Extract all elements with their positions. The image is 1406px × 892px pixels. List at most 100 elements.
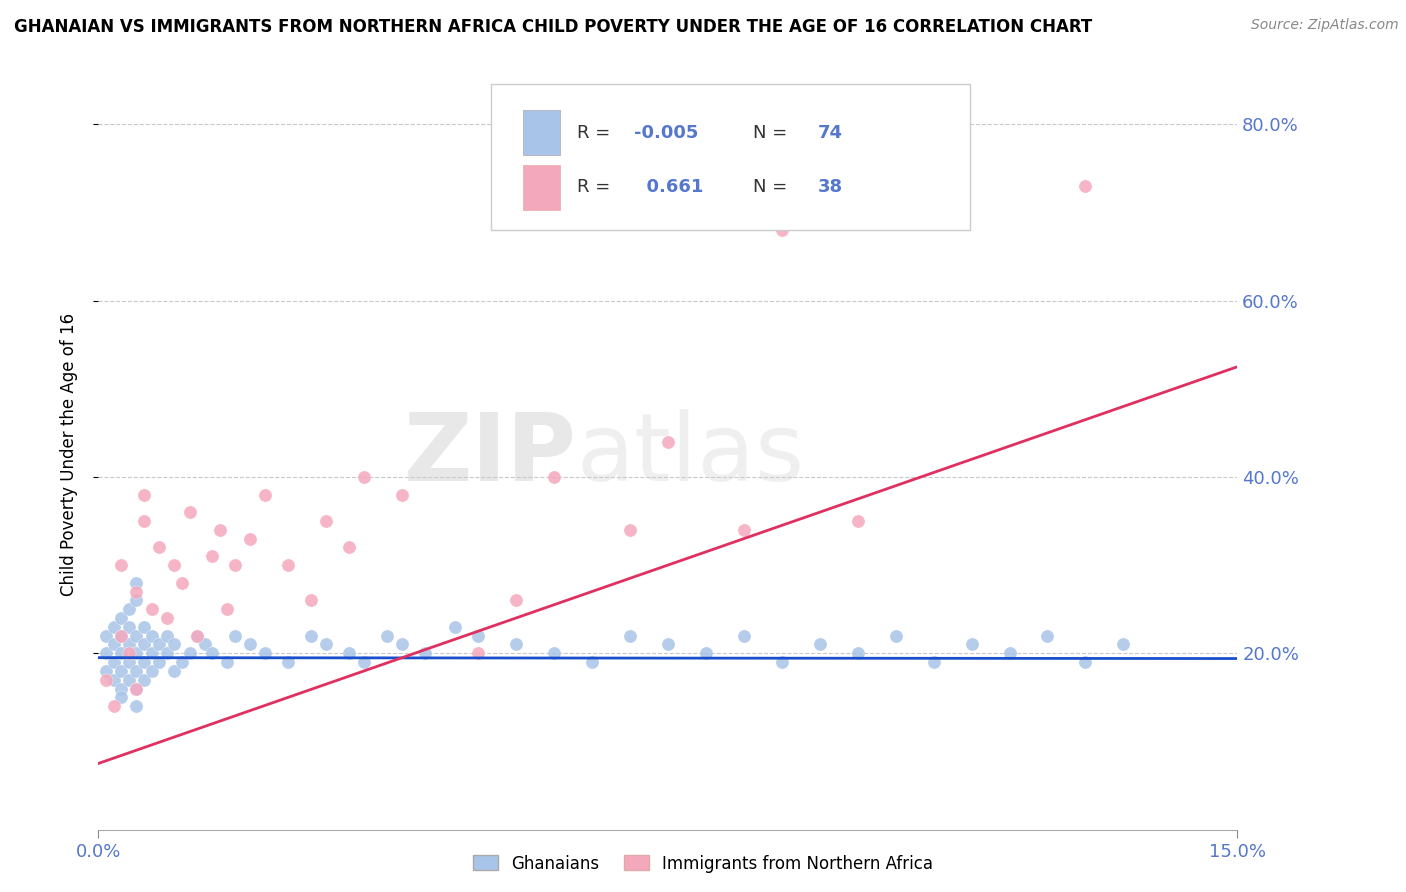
Point [224,629,246,643]
Point [125,699,148,714]
Point [141,629,163,643]
Point [103,620,125,634]
Point [846,514,869,528]
Point [353,470,375,484]
Point [103,699,125,714]
Text: atlas: atlas [576,409,806,501]
Point [125,681,148,696]
Point [125,664,148,678]
Point [110,629,132,643]
Text: -0.005: -0.005 [634,124,697,142]
Point [103,655,125,669]
Point [922,655,945,669]
Point [254,487,277,501]
Point [299,593,322,607]
Point [194,637,217,651]
Point [998,646,1021,660]
Point [94,673,117,687]
Point [960,637,983,651]
Point [125,575,148,590]
Point [118,637,141,651]
Point [103,673,125,687]
Point [132,673,155,687]
Point [695,646,717,660]
Point [413,646,436,660]
Point [163,558,186,573]
Point [118,673,141,687]
Text: 38: 38 [818,178,844,196]
Point [118,655,141,669]
Point [132,620,155,634]
Point [179,505,201,519]
Point [581,655,603,669]
Point [770,655,793,669]
Point [132,487,155,501]
Point [884,629,907,643]
Point [118,646,141,660]
Point [94,646,117,660]
Text: ZIP: ZIP [404,409,576,501]
Point [543,646,565,660]
Legend: Ghanaians, Immigrants from Northern Africa: Ghanaians, Immigrants from Northern Afri… [465,848,941,880]
FancyBboxPatch shape [523,111,560,155]
Point [125,593,148,607]
Point [337,541,360,555]
Point [103,637,125,651]
Point [110,690,132,705]
Point [353,655,375,669]
Point [132,637,155,651]
Text: R =: R = [576,124,616,142]
Point [505,637,527,651]
Point [315,637,337,651]
Point [141,602,163,616]
Point [118,620,141,634]
Point [315,514,337,528]
Point [391,637,413,651]
Point [619,629,641,643]
Point [543,470,565,484]
Point [277,558,299,573]
Point [808,637,831,651]
Point [239,637,262,651]
Point [110,558,132,573]
Point [110,664,132,678]
Point [132,514,155,528]
Point [208,523,231,537]
Point [170,655,193,669]
Point [467,646,489,660]
Point [733,523,755,537]
Point [444,620,467,634]
Point [141,664,163,678]
Point [467,629,489,643]
Point [125,584,148,599]
Point [125,646,148,660]
Point [224,558,246,573]
Point [619,523,641,537]
Point [201,549,224,564]
FancyBboxPatch shape [523,165,560,210]
Point [846,646,869,660]
Point [156,611,179,625]
Point [110,629,132,643]
Point [239,532,262,546]
Text: Source: ZipAtlas.com: Source: ZipAtlas.com [1251,18,1399,32]
Point [770,223,793,237]
Point [657,637,679,651]
Point [170,575,193,590]
Point [217,655,239,669]
Text: N =: N = [754,178,793,196]
Point [217,602,239,616]
Point [299,629,322,643]
Point [94,629,117,643]
Point [1036,629,1059,643]
Point [156,646,179,660]
Point [94,664,117,678]
Point [505,593,527,607]
Point [186,629,208,643]
Text: N =: N = [754,124,793,142]
Point [179,646,201,660]
Point [132,655,155,669]
FancyBboxPatch shape [491,84,970,230]
Point [163,637,186,651]
Point [201,646,224,660]
